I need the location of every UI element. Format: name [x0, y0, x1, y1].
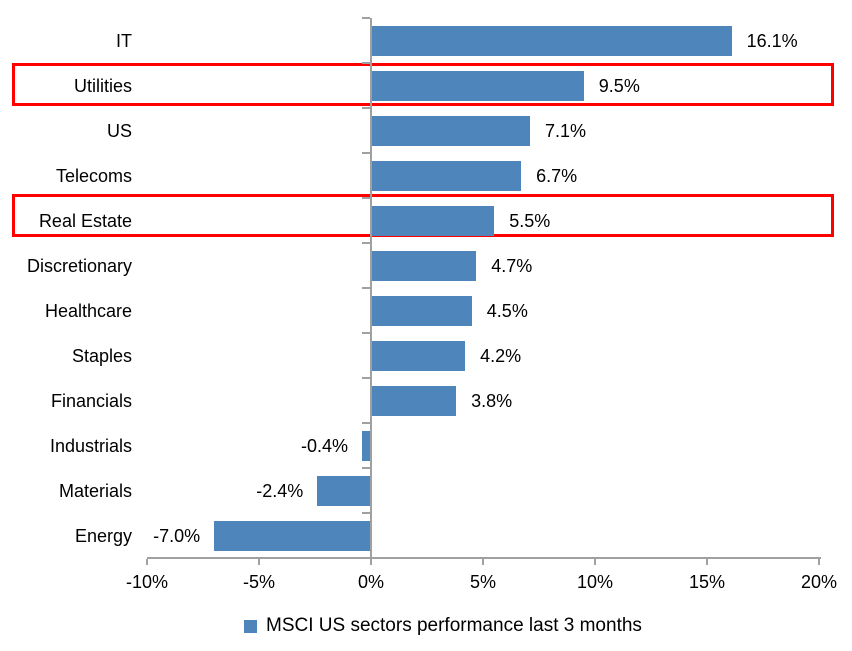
y-axis-tick: [362, 512, 370, 514]
value-label-financials: 3.8%: [471, 390, 513, 411]
value-label-healthcare: 4.5%: [486, 300, 528, 321]
bar-financials: [372, 385, 457, 416]
x-axis-tick-label: -5%: [242, 572, 275, 592]
bar-energy: [214, 520, 370, 551]
bar-materials: [317, 475, 370, 506]
category-label-utilities: Utilities: [73, 75, 132, 96]
y-axis-tick: [362, 107, 370, 109]
legend: MSCI US sectors performance last 3 month…: [244, 615, 642, 637]
x-axis-tick: [258, 559, 260, 565]
bar-healthcare: [372, 295, 472, 326]
legend-swatch-icon: [244, 619, 257, 633]
y-axis-tick: [362, 332, 370, 334]
y-axis-tick: [362, 287, 370, 289]
x-axis-tick: [146, 559, 148, 565]
value-label-industrials: -0.4%: [301, 435, 349, 456]
highlight-box-utilities: [12, 62, 834, 106]
category-label-us: US: [106, 120, 132, 141]
x-axis-tick-label: 20%: [800, 572, 838, 592]
category-label-discretionary: Discretionary: [26, 255, 132, 276]
x-axis-tick: [706, 559, 708, 565]
category-label-energy: Energy: [74, 525, 132, 546]
y-axis-tick: [362, 242, 370, 244]
category-label-financials: Financials: [50, 390, 132, 411]
legend-label: MSCI US sectors performance last 3 month…: [266, 615, 642, 636]
value-label-telecoms: 6.7%: [536, 165, 578, 186]
bar-telecoms: [372, 160, 522, 191]
value-label-materials: -2.4%: [256, 480, 304, 501]
bar-real-estate: [372, 205, 495, 236]
x-axis-tick-label: 10%: [576, 572, 614, 592]
x-axis-line: [147, 557, 821, 559]
y-axis-line: [370, 18, 372, 559]
value-label-real-estate: 5.5%: [509, 210, 551, 231]
y-axis-tick: [362, 152, 370, 154]
bar-utilities: [372, 70, 584, 101]
y-axis-tick: [362, 197, 370, 199]
bar-it: [372, 25, 732, 56]
category-label-it: IT: [116, 30, 132, 51]
x-axis-tick-label: 0%: [357, 572, 384, 592]
y-axis-tick: [362, 467, 370, 469]
bar-staples: [372, 340, 466, 371]
value-label-energy: -7.0%: [153, 525, 201, 546]
category-label-materials: Materials: [58, 480, 132, 501]
category-label-healthcare: Healthcare: [44, 300, 132, 321]
bar-us: [372, 115, 531, 146]
y-axis-tick: [362, 377, 370, 379]
category-label-telecoms: Telecoms: [55, 165, 132, 186]
x-axis-tick-label: 5%: [469, 572, 496, 592]
x-axis-tick-label: -10%: [125, 572, 169, 592]
category-label-real-estate: Real Estate: [38, 210, 132, 231]
x-axis-tick: [818, 559, 820, 565]
value-label-discretionary: 4.7%: [491, 255, 533, 276]
x-axis-tick: [482, 559, 484, 565]
value-label-it: 16.1%: [746, 30, 798, 51]
value-label-staples: 4.2%: [480, 345, 522, 366]
y-axis-tick: [362, 62, 370, 64]
y-axis-tick: [362, 422, 370, 424]
x-axis-tick: [370, 559, 372, 565]
category-label-staples: Staples: [71, 345, 132, 366]
category-label-industrials: Industrials: [49, 435, 132, 456]
bar-discretionary: [372, 250, 477, 281]
x-axis-tick-label: 15%: [688, 572, 726, 592]
y-axis-tick: [362, 17, 370, 19]
value-label-utilities: 9.5%: [598, 75, 640, 96]
bar-industrials: [362, 430, 370, 461]
value-label-us: 7.1%: [545, 120, 587, 141]
x-axis-tick: [594, 559, 596, 565]
